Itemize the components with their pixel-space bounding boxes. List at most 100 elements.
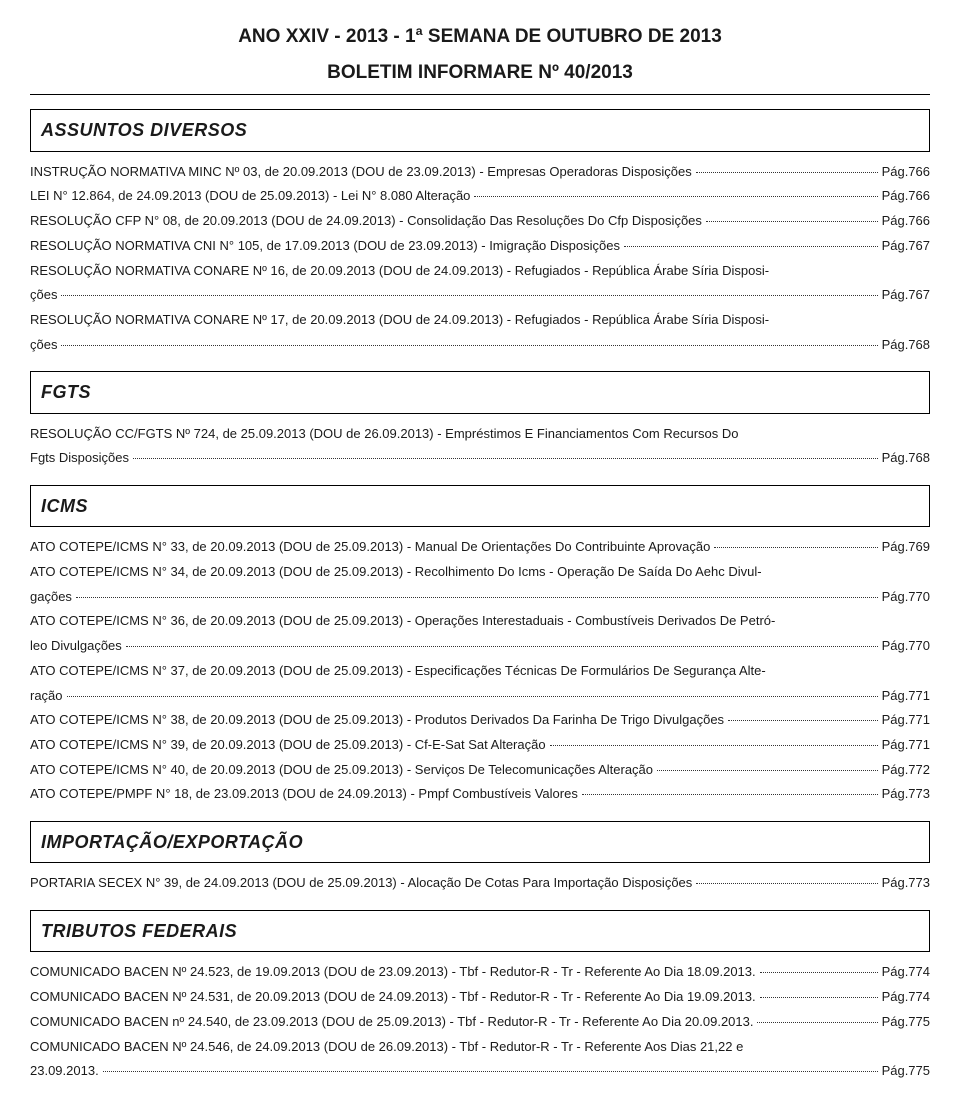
toc-entry: ATO COTEPE/PMPF N° 18, de 23.09.2013 (DO…: [30, 782, 930, 807]
section-title: ASSUNTOS DIVERSOS: [41, 114, 919, 146]
entry-text: COMUNICADO BACEN nº 24.540, de 23.09.201…: [30, 1010, 753, 1035]
header-title: ANO XXIV - 2013 - 1ª SEMANA DE OUTUBRO D…: [30, 20, 930, 54]
entry-dots: [760, 972, 878, 973]
toc-entry: COMUNICADO BACEN nº 24.540, de 23.09.201…: [30, 1010, 930, 1035]
entry-text: Fgts Disposições: [30, 446, 129, 471]
toc-entry: ração Pág.771: [30, 684, 930, 709]
toc-entry: RESOLUÇÃO NORMATIVA CNI N° 105, de 17.09…: [30, 234, 930, 259]
toc-entry: ATO COTEPE/ICMS N° 38, de 20.09.2013 (DO…: [30, 708, 930, 733]
section-title: FGTS: [41, 376, 919, 408]
toc-entry: Fgts Disposições Pág.768: [30, 446, 930, 471]
entry-text: LEI N° 12.864, de 24.09.2013 (DOU de 25.…: [30, 184, 470, 209]
entry-dots: [696, 172, 878, 173]
toc-entry: ções Pág.767: [30, 283, 930, 308]
entry-page: Pág.773: [882, 871, 930, 896]
entry-page: Pág.767: [882, 234, 930, 259]
entry-dots: [67, 696, 878, 697]
entry-dots: [624, 246, 878, 247]
entry-preline: ATO COTEPE/ICMS N° 36, de 20.09.2013 (DO…: [30, 609, 930, 634]
entry-page: Pág.775: [882, 1059, 930, 1084]
entry-text: gações: [30, 585, 72, 610]
entry-page: Pág.772: [882, 758, 930, 783]
entry-text: leo Divulgações: [30, 634, 122, 659]
toc-entry: COMUNICADO BACEN Nº 24.523, de 19.09.201…: [30, 960, 930, 985]
entry-text: PORTARIA SECEX N° 39, de 24.09.2013 (DOU…: [30, 871, 692, 896]
entry-text: ções: [30, 333, 57, 358]
toc-entry: gações Pág.770: [30, 585, 930, 610]
toc-entry: LEI N° 12.864, de 24.09.2013 (DOU de 25.…: [30, 184, 930, 209]
entry-page: Pág.770: [882, 585, 930, 610]
entry-text: RESOLUÇÃO NORMATIVA CNI N° 105, de 17.09…: [30, 234, 620, 259]
entry-dots: [133, 458, 878, 459]
entry-preline: RESOLUÇÃO NORMATIVA CONARE Nº 17, de 20.…: [30, 308, 930, 333]
entry-dots: [76, 597, 878, 598]
entry-page: Pág.766: [882, 160, 930, 185]
toc-entry: ATO COTEPE/ICMS N° 33, de 20.09.2013 (DO…: [30, 535, 930, 560]
entry-page: Pág.774: [882, 985, 930, 1010]
entry-page: Pág.771: [882, 733, 930, 758]
entry-text: 23.09.2013.: [30, 1059, 99, 1084]
header-divider: [30, 94, 930, 95]
entry-text: ATO COTEPE/ICMS N° 33, de 20.09.2013 (DO…: [30, 535, 710, 560]
entry-text: ções: [30, 283, 57, 308]
entry-page: Pág.767: [882, 283, 930, 308]
entry-dots: [760, 997, 878, 998]
entry-dots: [103, 1071, 878, 1072]
entry-dots: [126, 646, 878, 647]
entry-page: Pág.768: [882, 446, 930, 471]
entry-dots: [474, 196, 877, 197]
entry-text: ATO COTEPE/PMPF N° 18, de 23.09.2013 (DO…: [30, 782, 578, 807]
toc-entry: ções Pág.768: [30, 333, 930, 358]
entry-dots: [757, 1022, 877, 1023]
entry-dots: [706, 221, 878, 222]
entry-page: Pág.768: [882, 333, 930, 358]
entry-page: Pág.771: [882, 684, 930, 709]
entry-dots: [728, 720, 878, 721]
entry-page: Pág.775: [882, 1010, 930, 1035]
entry-preline: RESOLUÇÃO NORMATIVA CONARE Nº 16, de 20.…: [30, 259, 930, 284]
toc-entry: ATO COTEPE/ICMS N° 39, de 20.09.2013 (DO…: [30, 733, 930, 758]
entry-dots: [582, 794, 878, 795]
entry-preline: ATO COTEPE/ICMS N° 37, de 20.09.2013 (DO…: [30, 659, 930, 684]
entry-text: ATO COTEPE/ICMS N° 40, de 20.09.2013 (DO…: [30, 758, 653, 783]
entry-page: Pág.773: [882, 782, 930, 807]
entry-preline: RESOLUÇÃO CC/FGTS Nº 724, de 25.09.2013 …: [30, 422, 930, 447]
entry-page: Pág.771: [882, 708, 930, 733]
entry-page: Pág.766: [882, 209, 930, 234]
entry-text: COMUNICADO BACEN Nº 24.531, de 20.09.201…: [30, 985, 756, 1010]
entry-text: COMUNICADO BACEN Nº 24.523, de 19.09.201…: [30, 960, 756, 985]
entry-text: RESOLUÇÃO CFP N° 08, de 20.09.2013 (DOU …: [30, 209, 702, 234]
entry-text: ATO COTEPE/ICMS N° 39, de 20.09.2013 (DO…: [30, 733, 546, 758]
entry-dots: [714, 547, 877, 548]
section-box: TRIBUTOS FEDERAIS: [30, 910, 930, 952]
entry-text: ração: [30, 684, 63, 709]
entry-page: Pág.769: [882, 535, 930, 560]
entry-page: Pág.770: [882, 634, 930, 659]
entry-page: Pág.766: [882, 184, 930, 209]
section-box: ICMS: [30, 485, 930, 527]
entry-page: Pág.774: [882, 960, 930, 985]
section-title: IMPORTAÇÃO/EXPORTAÇÃO: [41, 826, 919, 858]
entry-dots: [61, 295, 877, 296]
entry-dots: [696, 883, 877, 884]
toc-entry: INSTRUÇÃO NORMATIVA MINC Nº 03, de 20.09…: [30, 160, 930, 185]
section-title: ICMS: [41, 490, 919, 522]
toc-entry: ATO COTEPE/ICMS N° 40, de 20.09.2013 (DO…: [30, 758, 930, 783]
header-subtitle: BOLETIM INFORMARE Nº 40/2013: [30, 56, 930, 90]
section-box: IMPORTAÇÃO/EXPORTAÇÃO: [30, 821, 930, 863]
section-title: TRIBUTOS FEDERAIS: [41, 915, 919, 947]
toc-entry: leo Divulgações Pág.770: [30, 634, 930, 659]
entry-text: INSTRUÇÃO NORMATIVA MINC Nº 03, de 20.09…: [30, 160, 692, 185]
toc-entry: COMUNICADO BACEN Nº 24.531, de 20.09.201…: [30, 985, 930, 1010]
entry-preline: ATO COTEPE/ICMS N° 34, de 20.09.2013 (DO…: [30, 560, 930, 585]
entry-text: ATO COTEPE/ICMS N° 38, de 20.09.2013 (DO…: [30, 708, 724, 733]
section-box: ASSUNTOS DIVERSOS: [30, 109, 930, 151]
entry-dots: [657, 770, 878, 771]
entry-dots: [550, 745, 878, 746]
toc-entry: 23.09.2013. Pág.775: [30, 1059, 930, 1084]
entry-dots: [61, 345, 877, 346]
section-box: FGTS: [30, 371, 930, 413]
toc-entry: RESOLUÇÃO CFP N° 08, de 20.09.2013 (DOU …: [30, 209, 930, 234]
entry-preline: COMUNICADO BACEN Nº 24.546, de 24.09.201…: [30, 1035, 930, 1060]
toc-entry: PORTARIA SECEX N° 39, de 24.09.2013 (DOU…: [30, 871, 930, 896]
